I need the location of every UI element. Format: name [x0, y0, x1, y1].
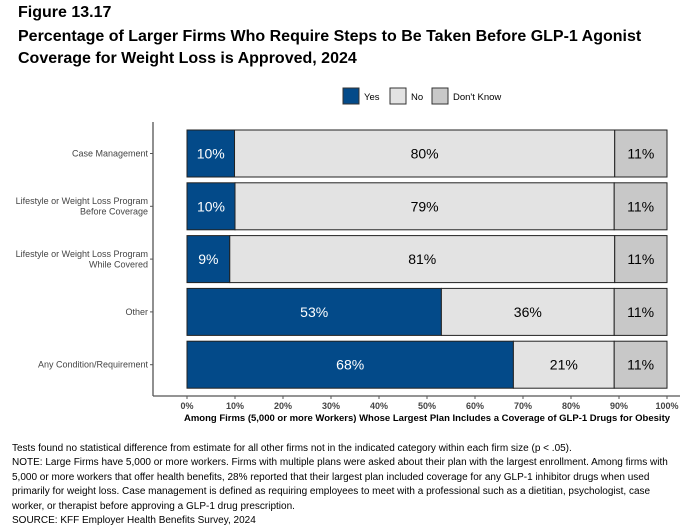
x-tick-label: 30% — [322, 401, 340, 411]
chart-title: Percentage of Larger Firms Who Require S… — [18, 28, 642, 67]
legend-swatch — [342, 87, 360, 105]
bar-segment — [186, 182, 236, 231]
x-tick-label: 60% — [466, 401, 484, 411]
note-line: worker, or therapist before approving a … — [12, 500, 295, 512]
legend-label: No — [411, 92, 423, 103]
x-tick-label: 10% — [226, 401, 244, 411]
data-label: 79% — [411, 198, 439, 214]
source-line: SOURCE: KFF Employer Health Benefits Sur… — [12, 515, 256, 525]
data-label: 11% — [627, 198, 654, 214]
y-tick-label: While Covered — [89, 259, 148, 269]
notes: Tests found no statistical difference fr… — [12, 442, 692, 525]
data-label: 68% — [336, 357, 364, 373]
legend-label: Don't Know — [453, 92, 501, 103]
x-tick-label: 20% — [274, 401, 292, 411]
y-tick-label: Other — [125, 307, 148, 317]
data-label: 53% — [300, 304, 328, 320]
data-label: 36% — [514, 304, 542, 320]
bar-segment — [613, 182, 668, 231]
bar-segment — [440, 287, 615, 336]
x-tick-label: 90% — [610, 401, 628, 411]
data-label: 11% — [627, 304, 654, 320]
x-tick-label: 80% — [562, 401, 580, 411]
x-tick-label: 40% — [370, 401, 388, 411]
y-tick-label: Lifestyle or Weight Loss Program — [16, 249, 148, 259]
legend-swatch — [431, 87, 449, 105]
note-line: Tests found no statistical difference fr… — [12, 443, 572, 454]
data-label: 21% — [550, 357, 578, 373]
data-label: 80% — [411, 146, 439, 162]
bar-segment — [613, 287, 668, 336]
legend-swatch — [389, 87, 407, 105]
data-label: 11% — [627, 357, 654, 373]
bar-segment — [512, 340, 615, 389]
data-label: 81% — [408, 251, 436, 267]
bar-segment — [186, 287, 442, 336]
note-line: 5,000 or more workers that offer health … — [12, 471, 650, 483]
y-tick-label: Any Condition/Requirement — [38, 360, 149, 370]
legend-label: Yes — [364, 92, 380, 103]
x-tick-label: 70% — [514, 401, 532, 411]
note-line: primarily for weight loss. Case manageme… — [12, 486, 651, 498]
data-label: 9% — [198, 251, 218, 267]
bar-segment — [186, 340, 514, 389]
figure-label: Figure 13.17 — [18, 4, 112, 21]
bar-segment — [613, 340, 668, 389]
bar-segment — [614, 235, 668, 284]
chart: Yes No Don't Know 0% 10% 20% 30% 40% 50% 60% 70% 80… — [16, 87, 680, 424]
bar-segment — [229, 235, 616, 284]
x-tick-label: 0% — [180, 401, 193, 411]
data-label: 11% — [627, 146, 654, 162]
y-tick-label: Case Management — [72, 149, 149, 159]
bar-segment — [234, 129, 616, 178]
x-tick-label: 100% — [655, 401, 678, 411]
bar-segment — [234, 182, 615, 231]
bar-segment — [614, 129, 668, 178]
x-tick-label: 50% — [418, 401, 436, 411]
y-tick-label: Lifestyle or Weight Loss Program — [16, 196, 148, 206]
data-label: 11% — [627, 251, 654, 267]
x-axis-title: Among Firms (5,000 or more Workers) Whos… — [184, 413, 671, 424]
note-line: NOTE: Large Firms have 5,000 or more wor… — [12, 457, 668, 469]
data-label: 10% — [197, 146, 225, 162]
y-tick-label: Before Coverage — [80, 207, 148, 217]
data-label: 10% — [197, 198, 225, 214]
